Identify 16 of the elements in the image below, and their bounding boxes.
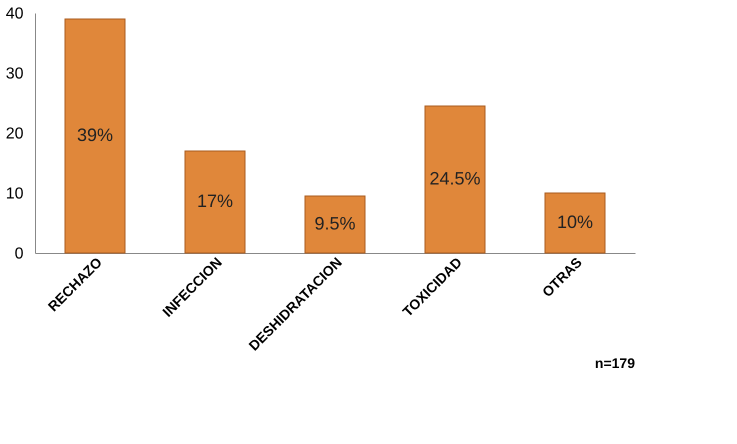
- bar: [304, 196, 366, 254]
- text: n=179: [594, 355, 636, 372]
- data-label: 39%: [76, 125, 114, 145]
- y-tick-label: 30: [6, 66, 24, 82]
- bar: [184, 150, 246, 254]
- bar: [424, 106, 486, 254]
- data-label: 17%: [196, 191, 234, 211]
- data-label: 9.5%: [314, 214, 356, 234]
- bar: [64, 18, 126, 254]
- y-tick-label: 0: [14, 246, 24, 262]
- data-label: 10%: [556, 212, 594, 232]
- bar: [544, 192, 606, 254]
- y-tick-label: 40: [6, 6, 24, 22]
- y-tick-label: 10: [6, 186, 24, 202]
- y-tick-label: 20: [6, 126, 24, 142]
- data-label: 24.5%: [429, 168, 481, 188]
